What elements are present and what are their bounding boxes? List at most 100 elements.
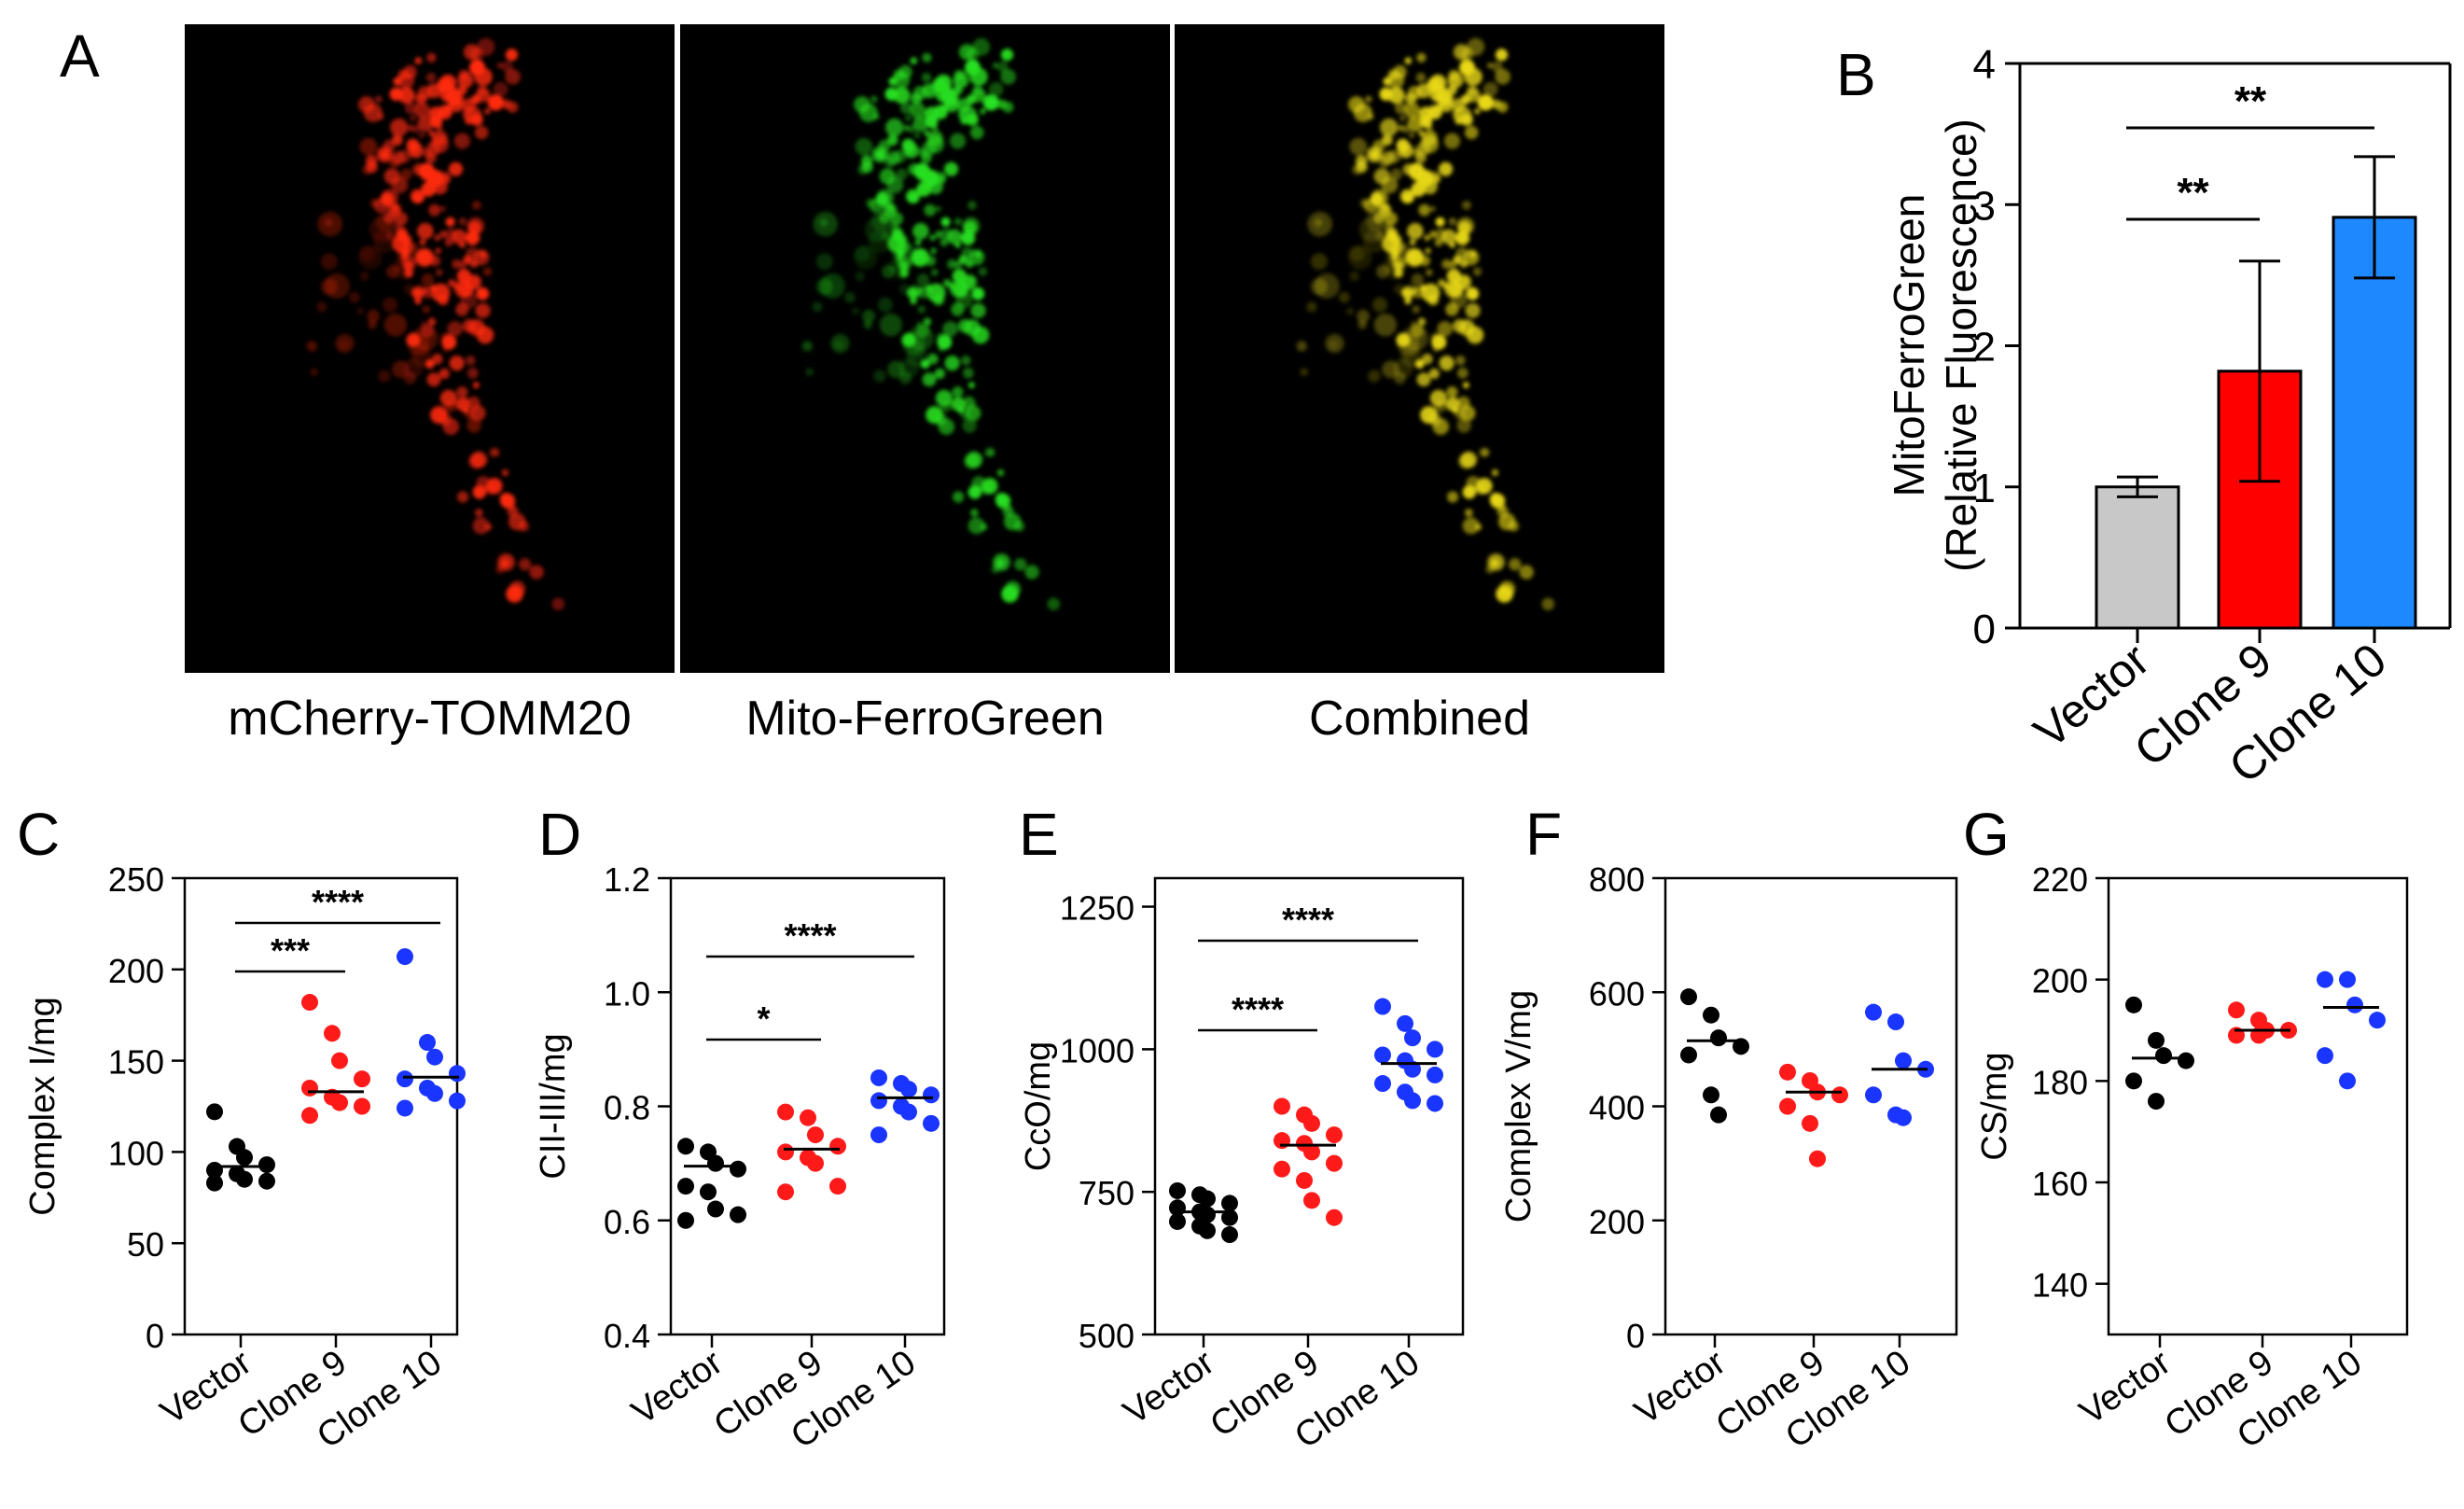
significance-label: **** <box>312 883 364 921</box>
fluorescent-spot <box>449 356 465 371</box>
fluorescent-spot <box>392 134 403 146</box>
data-point <box>1831 1086 1848 1104</box>
data-point <box>236 1149 253 1167</box>
data-point <box>2369 1012 2386 1029</box>
y-axis-label: MitoFerroGreen <box>1885 194 1933 497</box>
fluorescent-spot <box>480 251 486 258</box>
y-tick-label: 4 <box>1973 42 1996 88</box>
fluorescent-spot <box>1349 271 1359 282</box>
data-point <box>206 1103 223 1121</box>
fluorescent-spot <box>365 155 378 167</box>
fluorescent-spot <box>448 161 464 176</box>
y-tick-label: 0.8 <box>604 1089 650 1127</box>
data-point <box>730 1206 746 1223</box>
fluorescent-spot <box>958 105 978 125</box>
fluorescent-spot <box>815 253 833 271</box>
fluorescent-spot <box>428 203 441 217</box>
fluorescent-spot <box>457 491 469 503</box>
fluorescent-spot <box>954 217 963 226</box>
fluorescent-spot <box>382 297 398 313</box>
panel-label-f: F <box>1525 801 1563 868</box>
data-point <box>419 1034 436 1052</box>
fluorescent-spot <box>961 356 971 366</box>
data-point <box>1274 1097 1290 1115</box>
fluorescent-spot <box>935 205 941 212</box>
cell-structure <box>1296 37 1555 611</box>
fluorescent-spot <box>885 118 904 137</box>
panel-label-d: D <box>538 801 582 868</box>
fluorescent-spot <box>358 96 375 113</box>
fluorescent-spot <box>1402 163 1414 175</box>
data-point <box>258 1156 275 1174</box>
fluorescent-spot <box>1483 81 1498 97</box>
x-tick-label: Vector <box>1117 1343 1222 1432</box>
fluorescent-spot <box>1407 116 1424 133</box>
y-axis-label: CS/mg <box>1975 1052 2014 1160</box>
fluorescent-spot <box>942 321 958 337</box>
fluorescent-spot <box>1439 97 1454 113</box>
fluorescent-spot <box>901 141 919 158</box>
fluorescent-spot <box>944 97 959 113</box>
fluorescent-spot <box>421 273 435 286</box>
data-point <box>1427 1095 1443 1112</box>
fluorescent-spot <box>914 239 922 245</box>
fluorescent-spot <box>381 189 398 207</box>
fluorescent-spot <box>1487 553 1505 571</box>
fluorescent-spot <box>963 221 977 234</box>
data-point <box>1221 1195 1238 1212</box>
fluorescent-spot <box>862 309 875 323</box>
fluorescent-spot <box>1404 57 1413 64</box>
fluorescent-spot <box>1348 245 1365 262</box>
fluorescent-spot <box>1014 558 1027 571</box>
fluorescent-spot <box>968 382 975 389</box>
fluorescent-spot <box>1462 517 1480 535</box>
fluorescent-spot <box>397 69 410 80</box>
fluorescent-spot <box>1452 318 1467 333</box>
fluorescent-spot <box>980 108 986 115</box>
data-point <box>1303 1114 1320 1132</box>
fluorescent-spot <box>1386 242 1412 266</box>
fluorescent-spot <box>442 418 460 436</box>
significance-label: **** <box>784 916 836 955</box>
data-point <box>2125 1072 2142 1090</box>
data-point <box>1374 1075 1391 1093</box>
y-tick-label: 140 <box>2032 1266 2088 1305</box>
fluorescent-spot <box>436 269 443 276</box>
fluorescent-spot <box>1432 418 1450 436</box>
significance-label: *** <box>271 931 310 970</box>
data-point <box>2155 1047 2172 1065</box>
y-tick-label: 1.0 <box>604 974 650 1013</box>
fluorescent-spot <box>930 247 937 254</box>
data-point <box>1199 1190 1216 1208</box>
fluorescent-spot <box>452 258 462 270</box>
data-point <box>301 1079 318 1097</box>
data-point <box>236 1170 253 1188</box>
micrograph-mcherry <box>185 24 675 673</box>
fluorescent-spot <box>893 87 911 105</box>
fluorescent-spot <box>426 83 441 99</box>
fluorescent-spot <box>1411 273 1425 286</box>
data-point <box>1680 1046 1697 1064</box>
fluorescent-spot <box>1417 317 1427 327</box>
y-axis-label: Complex V/mg <box>1499 990 1538 1223</box>
fluorescent-spot <box>1394 102 1407 115</box>
fluorescent-spot <box>899 102 912 115</box>
fluorescent-spot <box>1349 137 1368 156</box>
data-point <box>777 1143 794 1161</box>
fluorescent-spot <box>1462 485 1477 499</box>
data-point <box>397 948 413 966</box>
data-point <box>1710 1106 1727 1124</box>
fluorescent-spot <box>501 468 509 477</box>
y-tick-label: 500 <box>1079 1317 1135 1355</box>
fluorescent-spot <box>935 74 953 91</box>
fluorescent-spot <box>1300 368 1309 377</box>
y-axis-label: CII-III/mg <box>534 1033 573 1179</box>
fluorescent-spot <box>1438 161 1454 176</box>
fluorescent-spot <box>437 125 443 131</box>
fluorescent-spot <box>359 137 378 156</box>
fluorescent-spot <box>1400 346 1423 368</box>
fluorescent-spot <box>910 57 918 64</box>
plot-frame <box>1664 876 1958 1336</box>
fluorescent-spot <box>1380 118 1399 137</box>
fluorescent-spot <box>1382 360 1399 379</box>
